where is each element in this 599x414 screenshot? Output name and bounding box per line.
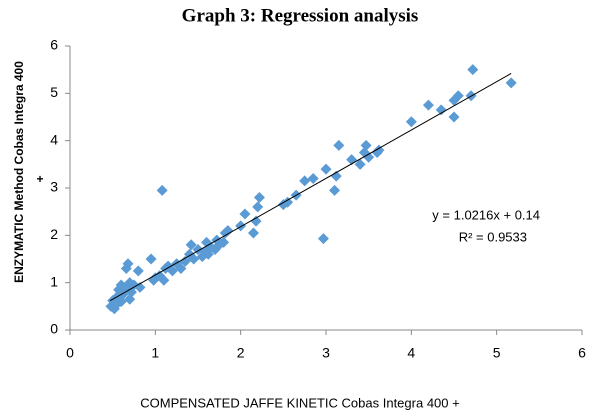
data-point — [120, 262, 132, 274]
data-point — [405, 116, 417, 128]
data-point — [299, 175, 311, 187]
data-point — [250, 215, 262, 227]
data-point — [188, 253, 200, 265]
data-point — [156, 184, 168, 196]
data-point — [422, 99, 434, 111]
data-point — [132, 265, 144, 277]
data-point — [435, 104, 447, 116]
y-tick-label: 1 — [50, 273, 58, 289]
data-point — [185, 239, 197, 251]
x-tick-label: 6 — [578, 345, 586, 361]
y-tick-label: 0 — [50, 321, 58, 337]
data-point — [505, 77, 517, 89]
chart-title: Graph 3: Regression analysis — [182, 5, 419, 26]
data-point — [145, 253, 157, 265]
data-point — [467, 64, 479, 76]
data-point — [239, 208, 251, 220]
x-tick-label: 2 — [237, 345, 245, 361]
data-point — [166, 265, 178, 277]
data-point — [307, 173, 319, 185]
data-point — [179, 255, 191, 267]
data-point — [122, 258, 134, 270]
x-tick-label: 4 — [407, 345, 415, 361]
data-point — [247, 227, 259, 239]
trendline — [109, 73, 512, 302]
data-point — [175, 262, 187, 274]
data-point — [363, 151, 375, 163]
x-tick-label: 1 — [151, 345, 159, 361]
x-tick-label: 3 — [322, 345, 330, 361]
data-point — [158, 274, 170, 286]
data-point — [253, 191, 265, 203]
data-point — [354, 158, 366, 170]
x-axis-label: COMPENSATED JAFFE KINETIC Cobas Integra … — [140, 395, 459, 410]
equation-label: y = 1.0216x + 0.14 — [432, 207, 540, 222]
x-tick-label: 0 — [66, 345, 74, 361]
data-point — [329, 184, 341, 196]
data-point — [452, 90, 464, 102]
data-point — [252, 201, 264, 213]
data-point — [360, 139, 372, 151]
y-tick-label: 4 — [50, 131, 58, 147]
data-point — [333, 139, 345, 151]
y-tick-label: 3 — [50, 179, 58, 195]
y-axis-label-suffix: + — [36, 172, 43, 186]
y-axis-label: ENZYMATIC Method Cobas Integra 400 — [12, 61, 26, 283]
data-point — [134, 281, 146, 293]
data-point — [222, 225, 234, 237]
y-tick-label: 2 — [50, 226, 58, 242]
r-squared-label: R² = 0.9533 — [459, 229, 527, 244]
data-point — [320, 163, 332, 175]
data-point — [218, 236, 230, 248]
y-tick-label: 6 — [50, 37, 58, 53]
y-tick-label: 5 — [50, 84, 58, 100]
data-point — [282, 196, 294, 208]
data-point — [448, 111, 460, 123]
data-point — [235, 220, 247, 232]
data-point — [317, 233, 329, 245]
data-point — [330, 170, 342, 182]
x-tick-label: 5 — [493, 345, 501, 361]
